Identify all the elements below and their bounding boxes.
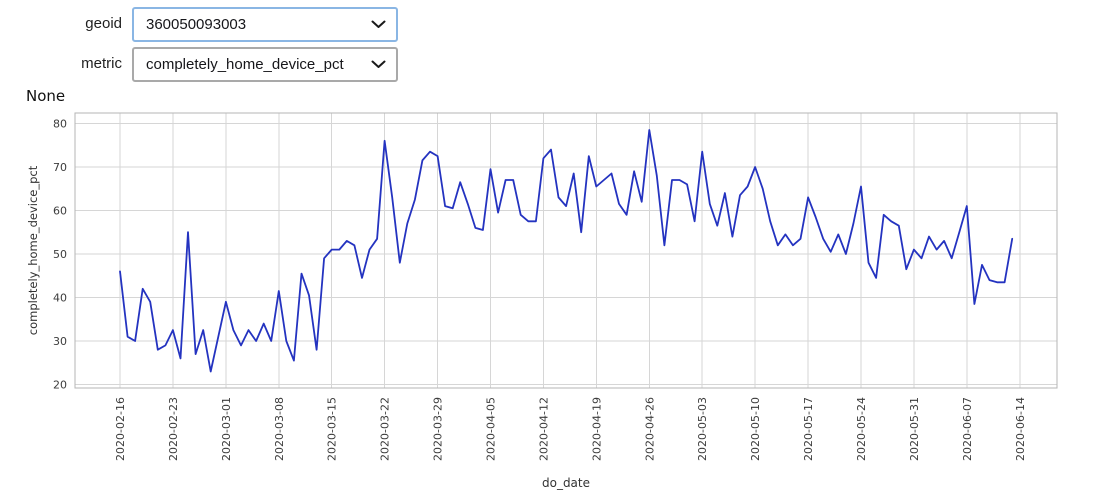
y-tick-label: 80 — [53, 117, 67, 130]
x-tick-label: 2020-06-14 — [1014, 397, 1027, 461]
plot-area — [74, 112, 1058, 389]
x-axis-label: do_date — [542, 476, 590, 490]
geoid-select[interactable]: 360050093003 — [132, 7, 398, 42]
x-tick-label: 2020-04-26 — [643, 397, 656, 461]
geoid-select-value: 360050093003 — [146, 16, 247, 33]
x-tick-label: 2020-04-19 — [590, 397, 603, 461]
x-tick-label: 2020-03-01 — [220, 397, 233, 461]
x-tick-label: 2020-05-31 — [908, 397, 921, 461]
series-line — [119, 129, 1014, 373]
x-tick-label: 2020-05-03 — [696, 397, 709, 461]
y-tick-label: 50 — [53, 248, 67, 261]
geoid-label: geoid — [85, 15, 122, 32]
y-tick-label: 40 — [53, 292, 67, 305]
x-tick-labels: 2020-02-16 2020-02-23 2020-03-01 2020-03-08… — [114, 397, 1027, 461]
x-tick-label: 2020-05-24 — [855, 397, 868, 461]
x-tick-label: 2020-04-05 — [485, 397, 498, 461]
gridlines — [75, 113, 1057, 388]
x-tick-label: 2020-03-22 — [379, 397, 392, 461]
y-axis-label: completely_home_device_pct — [26, 165, 40, 335]
metric-select[interactable]: completely_home_device_pct — [132, 47, 398, 82]
chevron-down-icon — [371, 60, 386, 68]
chevron-down-icon — [371, 20, 386, 28]
chart-title: None — [26, 87, 66, 105]
x-tick-label: 2020-06-07 — [961, 397, 974, 461]
y-tick-label: 30 — [53, 335, 67, 348]
y-tick-label: 60 — [53, 205, 67, 218]
y-tick-labels: 20 30 40 50 60 70 80 — [53, 117, 67, 391]
y-tick-label: 20 — [53, 379, 67, 392]
x-tick-label: 2020-05-17 — [802, 397, 815, 461]
x-tick-label: 2020-03-08 — [273, 397, 286, 461]
x-tick-label: 2020-02-23 — [167, 397, 180, 461]
x-tick-label: 2020-02-16 — [114, 397, 127, 461]
y-tick-label: 70 — [53, 161, 67, 174]
metric-select-value: completely_home_device_pct — [146, 56, 344, 73]
x-tick-label: 2020-03-29 — [432, 397, 445, 461]
x-tick-label: 2020-04-12 — [537, 397, 550, 461]
x-tick-label: 2020-03-15 — [326, 397, 339, 461]
metric-label: metric — [81, 55, 122, 72]
x-tick-label: 2020-05-10 — [749, 397, 762, 461]
